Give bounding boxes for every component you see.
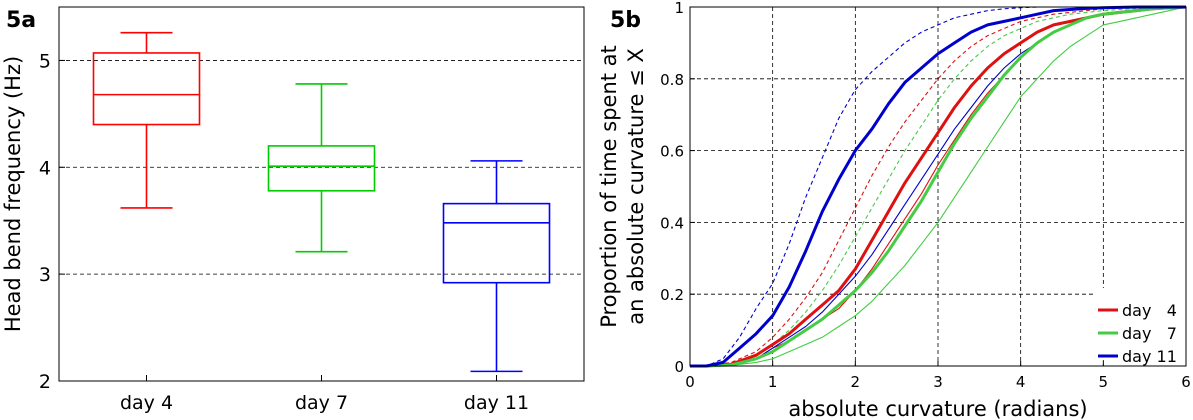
series-day-7-dashed-thin xyxy=(690,6,1187,367)
b-ytick-label: 0.4 xyxy=(660,214,684,232)
b-ytick-label: 0.2 xyxy=(660,286,684,304)
b-ytick-label: 0.8 xyxy=(660,71,684,89)
panel-b-label: 5b xyxy=(610,8,642,33)
a-xtick-label: day 7 xyxy=(295,392,348,414)
a-boxes xyxy=(92,31,551,373)
a-ytick-label: 4 xyxy=(39,157,51,179)
b-ytick-label: 0.6 xyxy=(660,143,684,161)
legend-label: day 7 xyxy=(1122,324,1177,343)
panel-a-label: 5a xyxy=(6,8,37,33)
b-ytick-label: 1 xyxy=(674,0,684,17)
b-xtick-label: 5 xyxy=(1099,373,1109,391)
box-plot-chart: 2 3 4 5 day 4 day 7 day 11 Head bend frequency… xyxy=(1,6,585,414)
a-y-axis-label: Head bend frequency (Hz) xyxy=(1,56,25,332)
b-y-axis-label: Proportion of time spent at an absolute c… xyxy=(597,45,648,328)
box-2 xyxy=(267,83,376,253)
a-xtick-label: day 11 xyxy=(464,392,529,414)
legend-label: day 11 xyxy=(1122,347,1177,366)
a-ytick-label: 2 xyxy=(39,371,51,393)
box-iqr xyxy=(442,202,551,284)
series-day-7-solid-thin xyxy=(690,6,1187,367)
b-ticks: 0 1 2 3 4 5 6 0 0.2 0.4 0.6 0.8 1 xyxy=(660,0,1191,391)
a-ytick-label: 3 xyxy=(39,264,51,286)
b-xtick-label: 3 xyxy=(933,373,943,391)
b-xtick-label: 0 xyxy=(685,373,695,391)
series-day-7-solid-thick xyxy=(690,5,1187,368)
box-1 xyxy=(92,31,201,209)
b-xtick-label: 1 xyxy=(768,373,778,391)
b-xtick-label: 6 xyxy=(1181,373,1191,391)
box-iqr xyxy=(267,145,376,192)
b-xtick-label: 2 xyxy=(851,373,861,391)
b-y-axis-label-line: Proportion of time spent at xyxy=(597,45,621,328)
b-xtick-label: 4 xyxy=(1016,373,1026,391)
series-day-11-solid-thick xyxy=(690,5,1186,368)
b-y-axis-label-line: an absolute curvature ≤ X xyxy=(624,48,648,325)
box-3 xyxy=(442,160,551,373)
a-xtick-label: day 4 xyxy=(120,392,173,414)
a-ticks: 2 3 4 5 day 4 day 7 day 11 xyxy=(39,50,529,414)
b-ytick-label: 0 xyxy=(674,358,684,376)
b-legend: day 4 day 7 day 11 xyxy=(1094,288,1184,366)
legend-label: day 4 xyxy=(1122,301,1177,320)
a-ytick-label: 5 xyxy=(39,50,51,72)
b-x-axis-label: absolute curvature (radians) xyxy=(788,397,1087,420)
box-iqr xyxy=(92,52,201,126)
cdf-line-chart: 0 1 2 3 4 5 6 0 0.2 0.4 0.6 0.8 1 absolute curvature… xyxy=(597,0,1191,420)
legend-background xyxy=(1094,288,1184,360)
